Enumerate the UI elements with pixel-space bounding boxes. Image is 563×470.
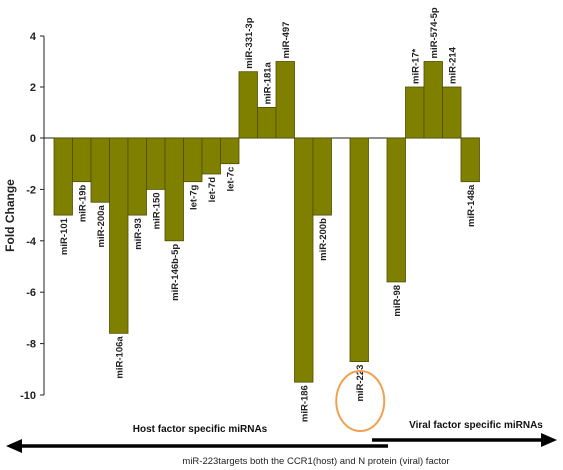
bar-label: let-7d	[207, 177, 218, 203]
bar	[275, 61, 295, 139]
y-tick-label: -10	[20, 390, 36, 402]
y-tick-label: -4	[26, 236, 37, 248]
bar-label: let-7c	[225, 167, 236, 192]
bar-label: miR-150	[151, 192, 162, 229]
bar-labels: miR-101 miR-19b miR-200a miR-106a miR-93 miR-…	[59, 7, 477, 422]
host-factor-label: Host factor specific miRNAs	[133, 424, 268, 435]
bar-label: miR-214	[447, 46, 458, 84]
bar-label: miR-497	[281, 22, 292, 59]
bar-label: let-7g	[188, 185, 199, 211]
bar-label: miR-17*	[410, 48, 421, 84]
bar-label: miR-19b	[77, 184, 88, 222]
viral-factor-label: Viral factor specific miRNAs	[409, 420, 543, 431]
bar-label: miR-98	[392, 285, 403, 317]
bar-label: miR-146b-5p	[170, 244, 181, 301]
bar-label: miR-331-3p	[244, 17, 255, 68]
bar	[294, 137, 314, 383]
bar-label: miR-186	[299, 385, 310, 422]
bar-label: miR-574-5p	[429, 7, 440, 58]
factor-arrows	[6, 433, 557, 453]
bar	[312, 137, 332, 216]
bar	[146, 137, 166, 190]
bar	[109, 137, 129, 334]
bar	[53, 137, 73, 216]
y-tick-label: 2	[30, 82, 36, 94]
bar	[257, 107, 277, 139]
y-axis-title: Fold Change	[3, 179, 17, 252]
bar-label: miR-101	[59, 217, 70, 255]
bar-label: miR-200a	[96, 205, 107, 248]
bar	[405, 86, 425, 139]
bar	[90, 137, 110, 203]
viral-arrow-head	[541, 433, 557, 447]
y-tick-label: 0	[30, 133, 36, 145]
bar	[183, 137, 203, 183]
bar	[201, 137, 221, 175]
bar	[127, 137, 147, 216]
bar	[220, 137, 240, 165]
bar-label: miR-148a	[466, 184, 477, 227]
host-arrow-head	[6, 439, 22, 453]
bar-label: miR-200b	[318, 218, 329, 261]
y-tick-label: -2	[26, 184, 36, 196]
bar	[349, 137, 369, 362]
y-tick-label: -8	[26, 339, 36, 351]
bar-label: miR-181a	[262, 61, 273, 104]
y-tick-label: -6	[26, 287, 36, 299]
highlight-circle	[335, 370, 386, 432]
bar	[386, 137, 406, 283]
bar	[72, 137, 92, 183]
bar-label: miR-223	[355, 365, 366, 402]
bar	[460, 137, 480, 183]
bar-label: miR-106a	[114, 336, 125, 379]
bar	[238, 71, 258, 139]
bar	[442, 86, 462, 139]
y-tick-label: 4	[30, 31, 37, 43]
bars	[53, 61, 480, 383]
bar-label: miR-93	[133, 218, 144, 250]
caption: miR-223targets both the CCR1(host) and N…	[182, 456, 449, 467]
bar	[423, 61, 443, 139]
bar	[164, 137, 184, 242]
